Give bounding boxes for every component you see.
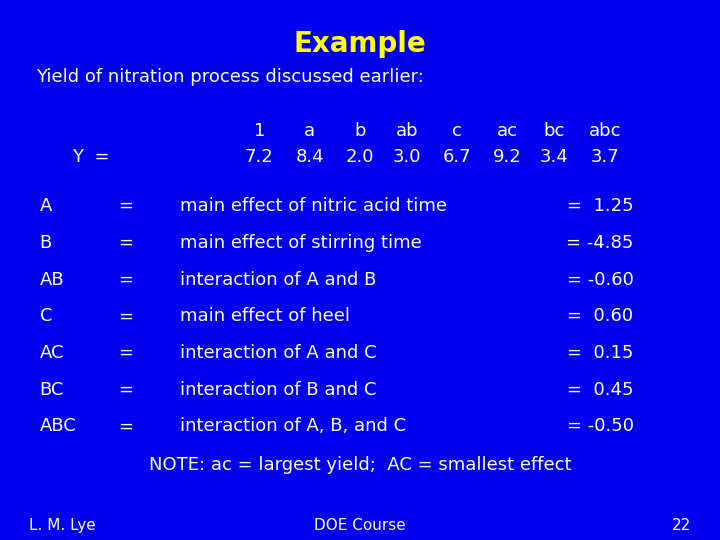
- Text: =  0.15: = 0.15: [567, 344, 634, 362]
- Text: = -0.50: = -0.50: [567, 417, 634, 435]
- Text: main effect of heel: main effect of heel: [180, 307, 350, 325]
- Text: 6.7: 6.7: [443, 148, 472, 166]
- Text: bc: bc: [544, 122, 565, 139]
- Text: 9.2: 9.2: [493, 148, 522, 166]
- Text: Y  =: Y =: [72, 148, 109, 166]
- Text: =: =: [119, 381, 133, 399]
- Text: 3.0: 3.0: [392, 148, 421, 166]
- Text: 8.4: 8.4: [295, 148, 324, 166]
- Text: 3.4: 3.4: [540, 148, 569, 166]
- Text: interaction of B and C: interaction of B and C: [180, 381, 377, 399]
- Text: =: =: [119, 307, 133, 325]
- Text: = -4.85: = -4.85: [566, 234, 634, 252]
- Text: =  1.25: = 1.25: [567, 197, 634, 215]
- Text: b: b: [354, 122, 366, 139]
- Text: 22: 22: [672, 518, 691, 534]
- Text: ac: ac: [497, 122, 518, 139]
- Text: interaction of A and C: interaction of A and C: [180, 344, 377, 362]
- Text: BC: BC: [40, 381, 64, 399]
- Text: =: =: [119, 417, 133, 435]
- Text: B: B: [40, 234, 52, 252]
- Text: Yield of nitration process discussed earlier:: Yield of nitration process discussed ear…: [36, 68, 424, 85]
- Text: =: =: [119, 344, 133, 362]
- Text: C: C: [40, 307, 52, 325]
- Text: L. M. Lye: L. M. Lye: [29, 518, 96, 534]
- Text: abc: abc: [588, 122, 621, 139]
- Text: =: =: [119, 234, 133, 252]
- Text: a: a: [304, 122, 315, 139]
- Text: interaction of A and B: interaction of A and B: [180, 271, 377, 288]
- Text: DOE Course: DOE Course: [314, 518, 406, 534]
- Text: = -0.60: = -0.60: [567, 271, 634, 288]
- Text: c: c: [452, 122, 462, 139]
- Text: =: =: [119, 197, 133, 215]
- Text: A: A: [40, 197, 52, 215]
- Text: 7.2: 7.2: [245, 148, 274, 166]
- Text: AB: AB: [40, 271, 64, 288]
- Text: ab: ab: [395, 122, 418, 139]
- Text: interaction of A, B, and C: interaction of A, B, and C: [180, 417, 406, 435]
- Text: main effect of stirring time: main effect of stirring time: [180, 234, 422, 252]
- Text: 1: 1: [253, 122, 265, 139]
- Text: Example: Example: [294, 30, 426, 58]
- Text: =  0.60: = 0.60: [567, 307, 634, 325]
- Text: ABC: ABC: [40, 417, 76, 435]
- Text: main effect of nitric acid time: main effect of nitric acid time: [180, 197, 447, 215]
- Text: =: =: [119, 271, 133, 288]
- Text: =  0.45: = 0.45: [567, 381, 634, 399]
- Text: 2.0: 2.0: [346, 148, 374, 166]
- Text: NOTE: ac = largest yield;  AC = smallest effect: NOTE: ac = largest yield; AC = smallest …: [149, 456, 571, 474]
- Text: 3.7: 3.7: [590, 148, 619, 166]
- Text: AC: AC: [40, 344, 64, 362]
